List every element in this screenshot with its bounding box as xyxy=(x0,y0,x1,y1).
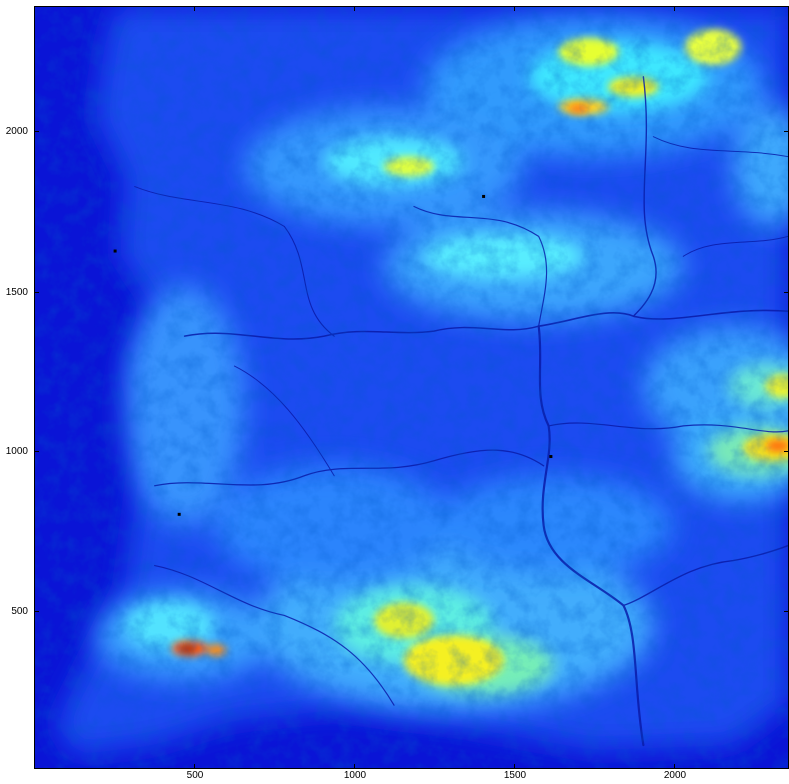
map-plot-area xyxy=(34,6,789,769)
y-tick-label: 1000 xyxy=(5,446,28,457)
x-tick-label: 1000 xyxy=(343,770,367,781)
y-tick-label: 1500 xyxy=(5,287,28,298)
x-tick-label: 2000 xyxy=(663,770,687,781)
map-markers xyxy=(113,194,553,516)
y-tickmark-right xyxy=(784,451,789,452)
y-tickmark xyxy=(34,611,39,612)
map-marker xyxy=(482,194,486,198)
x-tickmark xyxy=(674,764,675,769)
x-tickmark xyxy=(514,764,515,769)
y-tickmark xyxy=(34,131,39,132)
x-tickmark-top xyxy=(354,6,355,11)
x-tickmark-top xyxy=(674,6,675,11)
terrain-heatmap xyxy=(35,7,788,768)
x-tickmark xyxy=(354,764,355,769)
y-tickmark xyxy=(34,292,39,293)
x-tick-label: 1500 xyxy=(503,770,527,781)
y-tickmark-right xyxy=(784,611,789,612)
y-tick-label: 500 xyxy=(11,606,28,617)
x-tickmark-top xyxy=(194,6,195,11)
map-marker xyxy=(113,249,117,253)
y-tickmark xyxy=(34,451,39,452)
map-marker xyxy=(549,455,553,459)
x-tickmark xyxy=(194,764,195,769)
y-tickmark-right xyxy=(784,292,789,293)
map-marker xyxy=(177,512,181,516)
x-tickmark-top xyxy=(514,6,515,11)
x-tick-label: 500 xyxy=(186,770,204,781)
y-tick-label: 2000 xyxy=(5,126,28,137)
y-tickmark-right xyxy=(784,131,789,132)
